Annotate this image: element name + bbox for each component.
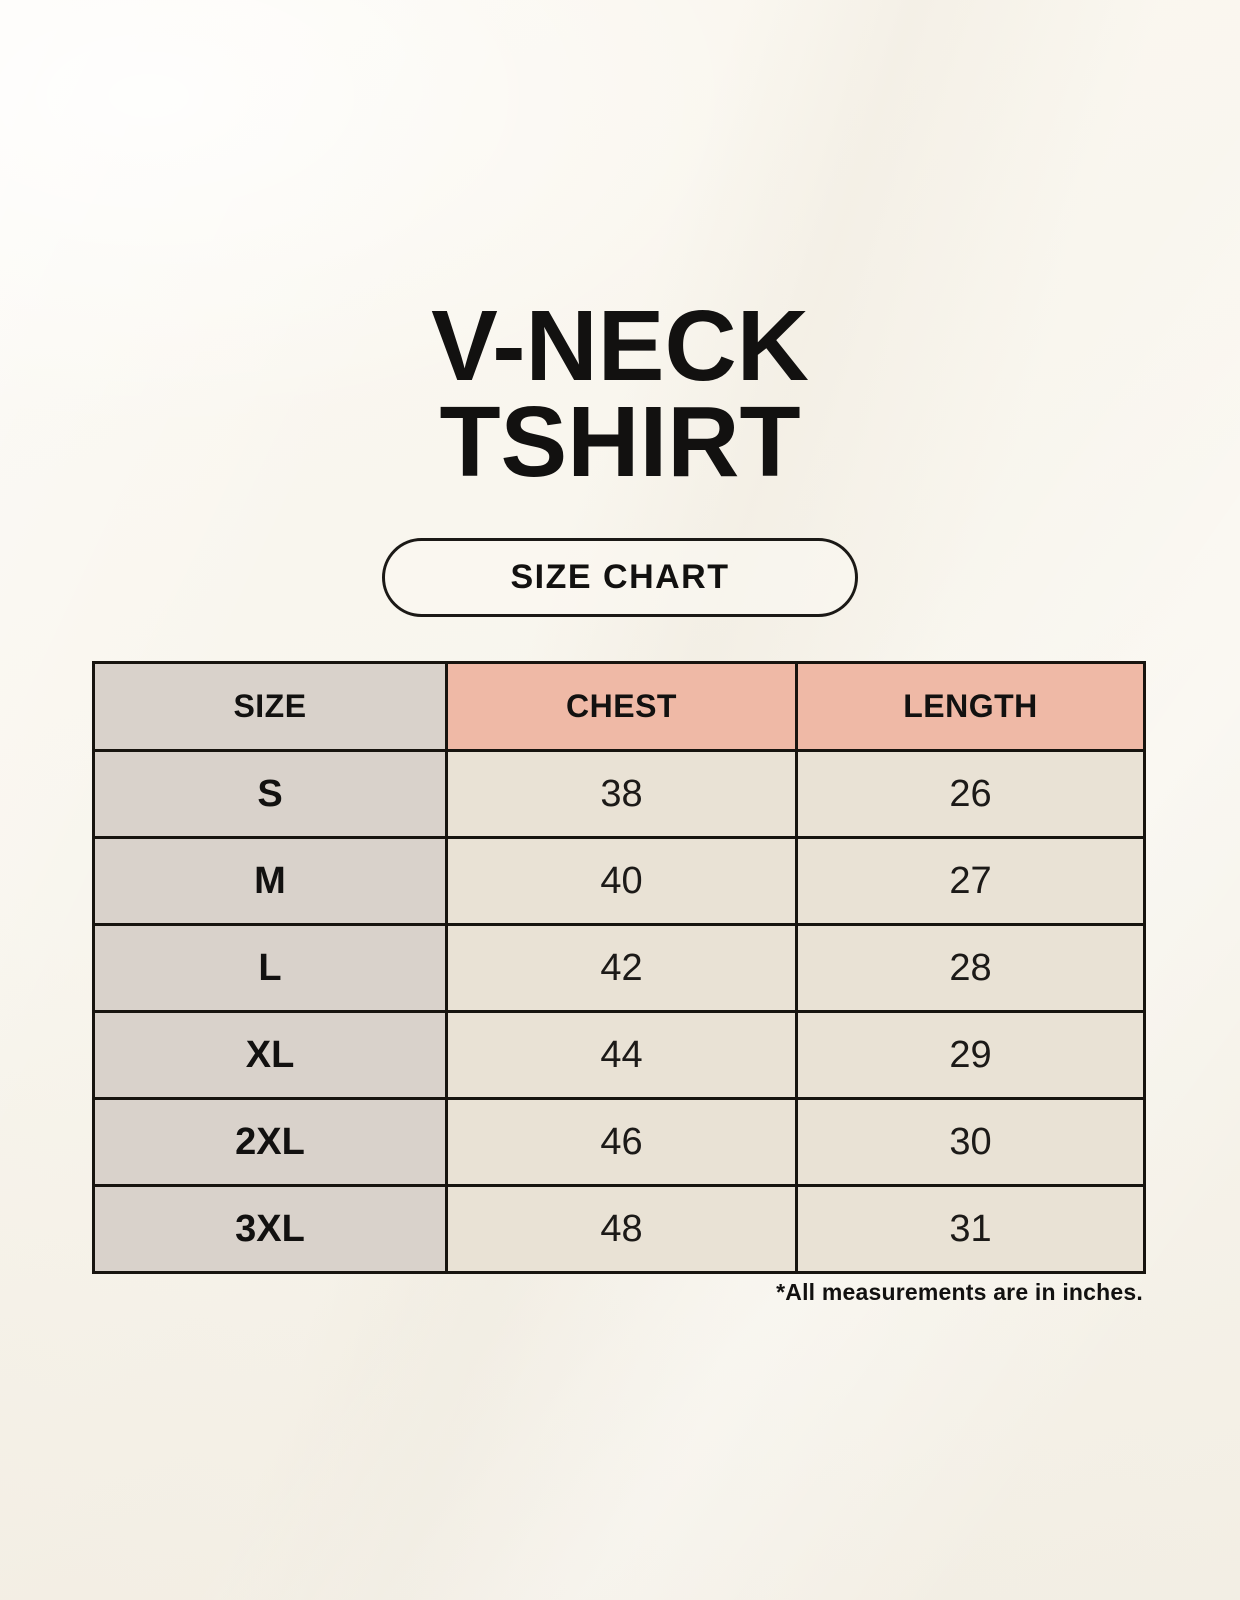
- column-header-size: SIZE: [92, 661, 448, 752]
- length-value-cell: 30: [795, 1097, 1146, 1187]
- size-chart-table-header: SIZE CHEST LENGTH: [92, 661, 1146, 752]
- chest-value-cell: 46: [445, 1097, 798, 1187]
- size-chart-table-body: S 38 26 M 40 27 L 42 28 XL 44 29 2XL 46 …: [92, 749, 1146, 1274]
- table-row: 3XL 48 31: [92, 1184, 1146, 1274]
- table-row: 2XL 46 30: [92, 1097, 1146, 1187]
- length-value-cell: 31: [795, 1184, 1146, 1274]
- table-row: S 38 26: [92, 749, 1146, 839]
- chest-value-cell: 48: [445, 1184, 798, 1274]
- column-header-length: LENGTH: [795, 661, 1146, 752]
- size-label-cell: M: [92, 836, 448, 926]
- header-row: SIZE CHEST LENGTH: [92, 661, 1146, 752]
- size-label-cell: XL: [92, 1010, 448, 1100]
- table-row: L 42 28: [92, 923, 1146, 1013]
- size-chart-badge-label: SIZE CHART: [510, 558, 730, 596]
- table-row: XL 44 29: [92, 1010, 1146, 1100]
- length-value-cell: 27: [795, 836, 1146, 926]
- product-title-line1: V-NECK: [431, 290, 809, 402]
- product-title: V-NECK TSHIRT: [0, 290, 1240, 498]
- length-value-cell: 29: [795, 1010, 1146, 1100]
- measurements-footnote: *All measurements are in inches.: [776, 1279, 1143, 1305]
- table-row: M 40 27: [92, 836, 1146, 926]
- size-label-cell: 3XL: [92, 1184, 448, 1274]
- length-value-cell: 28: [795, 923, 1146, 1013]
- size-chart-table: SIZE CHEST LENGTH S 38 26 M 40 27 L 42 2…: [92, 661, 1146, 1274]
- column-header-chest: CHEST: [445, 661, 798, 752]
- chest-value-cell: 40: [445, 836, 798, 926]
- chest-value-cell: 44: [445, 1010, 798, 1100]
- size-label-cell: L: [92, 923, 448, 1013]
- size-label-cell: 2XL: [92, 1097, 448, 1187]
- product-title-line2: TSHIRT: [439, 386, 801, 498]
- length-value-cell: 26: [795, 749, 1146, 839]
- size-chart-badge: SIZE CHART: [382, 538, 858, 617]
- chest-value-cell: 38: [445, 749, 798, 839]
- size-label-cell: S: [92, 749, 448, 839]
- chest-value-cell: 42: [445, 923, 798, 1013]
